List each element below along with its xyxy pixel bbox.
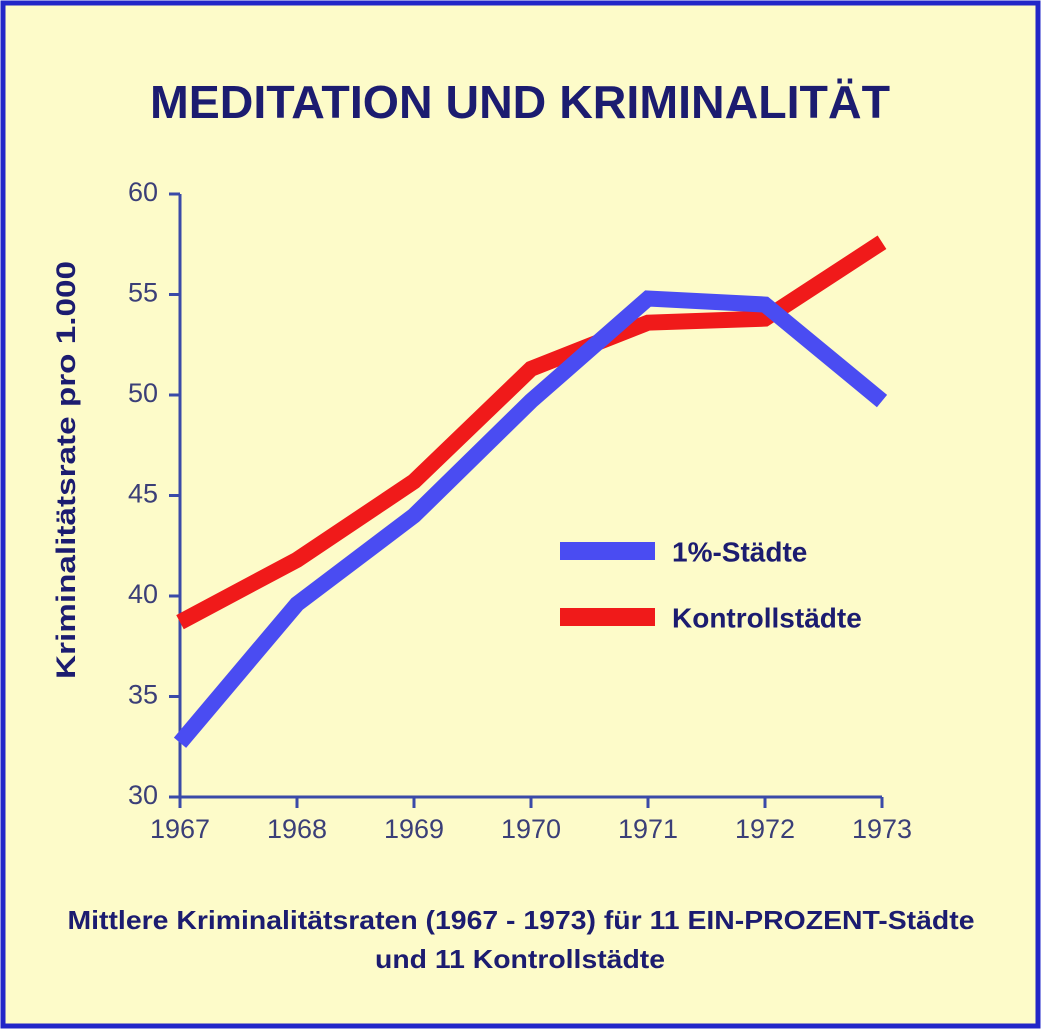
y-tick-label: 30 [128,780,158,810]
x-tick-label: 1969 [384,814,444,844]
y-tick-label: 35 [128,680,158,710]
chart-title: MEDITATION UND KRIMINALITÄT [150,76,890,128]
data-line [176,235,887,630]
x-tick-label: 1971 [618,814,678,844]
y-tick-label: 45 [128,479,158,509]
y-axis-label: Kriminalitätsrate pro 1.000 [51,261,81,679]
y-tick-label: 50 [128,378,158,408]
x-tick-label: 1973 [852,814,912,844]
y-tick-label: 40 [128,579,158,609]
x-tick-label: 1967 [150,814,210,844]
y-tick-label: 60 [128,177,158,207]
legend-label: 1%-Städte [672,536,807,567]
caption: Mittlere Kriminalitätsraten (1967 - 1973… [68,905,975,935]
legend-label: Kontrollstädte [672,602,862,633]
data-line [173,290,888,748]
x-tick-label: 1970 [501,814,561,844]
caption: und 11 Kontrollstädte [375,944,665,974]
x-tick-label: 1972 [735,814,795,844]
x-tick-label: 1968 [267,814,327,844]
y-tick-label: 55 [128,278,158,308]
